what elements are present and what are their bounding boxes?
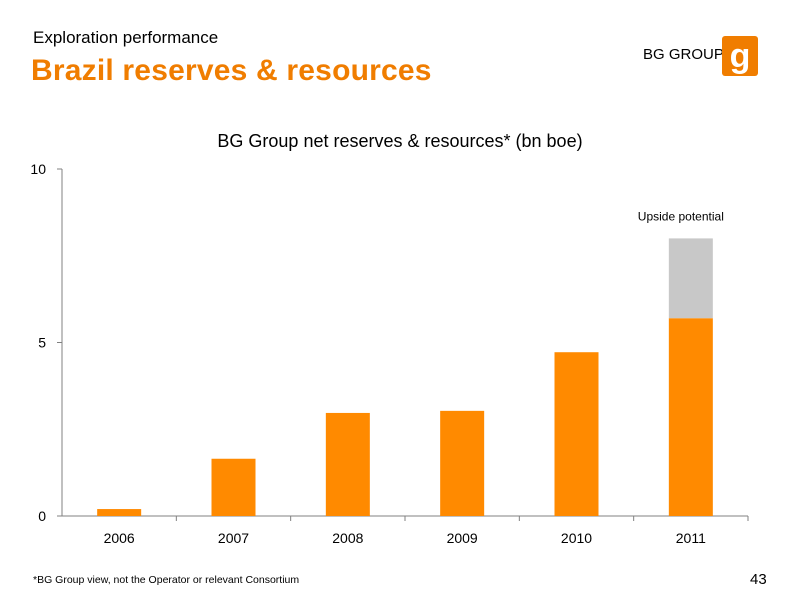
bar-upside-2011 xyxy=(668,238,713,319)
bar-2011 xyxy=(668,318,713,516)
y-tick-label: 0 xyxy=(38,508,46,524)
slide-title: Brazil reserves & resources xyxy=(31,54,432,87)
bar-2009 xyxy=(440,410,485,516)
x-tick-label: 2006 xyxy=(104,530,135,546)
bar-2006 xyxy=(97,509,142,516)
x-tick-label: 2007 xyxy=(218,530,249,546)
x-tick-label: 2009 xyxy=(447,530,478,546)
logo-text: BG GROUP xyxy=(643,46,724,63)
slide-subtitle: Exploration performance xyxy=(33,28,219,47)
bg-logo-icon: g xyxy=(722,36,758,76)
x-tick-label: 2011 xyxy=(676,530,706,546)
bar-2007 xyxy=(211,458,256,516)
page-number: 43 xyxy=(750,571,767,588)
bar-2010 xyxy=(554,352,599,516)
x-tick-label: 2008 xyxy=(332,530,363,546)
y-tick-label: 10 xyxy=(30,161,46,177)
bar-2008 xyxy=(325,412,370,516)
chart-title: BG Group net reserves & resources* (bn b… xyxy=(217,131,583,151)
footnote: *BG Group view, not the Operator or rele… xyxy=(33,574,300,586)
svg-text:g: g xyxy=(730,37,751,75)
upside-potential-label: Upside potential xyxy=(638,209,724,223)
x-tick-label: 2010 xyxy=(561,530,592,546)
y-tick-label: 5 xyxy=(38,335,46,351)
